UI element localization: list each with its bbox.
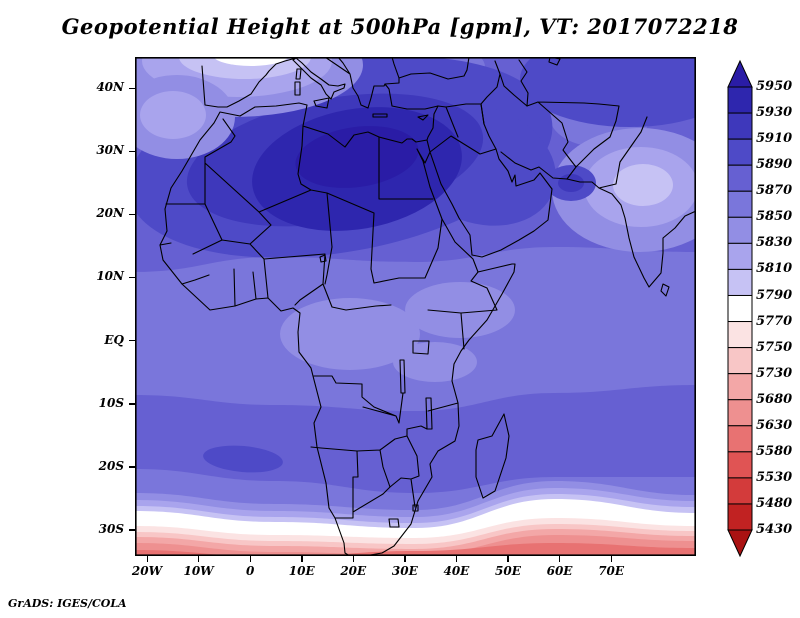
y-axis-tick [129, 151, 135, 152]
y-axis-label: 10N [58, 269, 124, 283]
y-axis-label: 20S [58, 459, 124, 473]
chart-title: Geopotential Height at 500hPa [gpm], VT:… [0, 14, 800, 39]
colorbar-segment [728, 374, 752, 400]
x-axis-label: 70E [585, 564, 637, 578]
x-axis-label: 30E [379, 564, 431, 578]
colorbar-level-label: 5870 [756, 183, 792, 198]
grads-plot-page: Geopotential Height at 500hPa [gpm], VT:… [0, 0, 800, 618]
colorbar-segment [728, 322, 752, 348]
y-axis-tick [129, 403, 135, 404]
colorbar-level-label: 5850 [756, 209, 792, 224]
y-axis-label: 30S [58, 522, 124, 536]
colorbar-segment [728, 478, 752, 504]
x-axis-label: 20E [327, 564, 379, 578]
colorbar-top-arrow [728, 61, 752, 87]
x-axis-label: 40E [430, 564, 482, 578]
x-axis-tick [507, 556, 508, 562]
x-axis-tick [611, 556, 612, 562]
colorbar-level-label: 5910 [756, 131, 792, 146]
contour-region-s6 [405, 282, 515, 338]
colorbar-segment [728, 504, 752, 530]
y-axis-label: 20N [58, 206, 124, 220]
x-axis-label: 10E [276, 564, 328, 578]
colorbar-segment [728, 87, 752, 113]
colorbar-segment [728, 295, 752, 321]
y-axis-tick [129, 340, 135, 341]
y-axis-tick [129, 466, 135, 467]
colorbar-segment [728, 269, 752, 295]
y-axis-label: EQ [58, 333, 124, 347]
colorbar-level-label: 5630 [756, 418, 792, 433]
colorbar-segment [728, 113, 752, 139]
x-axis-tick [301, 556, 302, 562]
colorbar-level-label: 5930 [756, 105, 792, 120]
contour-region-s8 [613, 164, 673, 206]
y-axis-tick [129, 88, 135, 89]
y-axis-tick [129, 529, 135, 530]
colorbar-segment [728, 426, 752, 452]
colorbar-level-label: 5430 [756, 522, 792, 537]
x-axis-tick [559, 556, 560, 562]
colorbar-bottom-arrow [728, 530, 752, 556]
colorbar-segment [728, 243, 752, 269]
colorbar-segment [728, 217, 752, 243]
x-axis-label: 60E [534, 564, 586, 578]
contour-map [135, 57, 696, 556]
y-axis-label: 10S [58, 396, 124, 410]
colorbar-level-label: 5480 [756, 496, 792, 511]
y-axis-label: 40N [58, 80, 124, 94]
x-axis-label: 10W [173, 564, 225, 578]
y-axis-label: 30N [58, 143, 124, 157]
x-axis-tick [456, 556, 457, 562]
colorbar-level-label: 5750 [756, 340, 792, 355]
colorbar-segment [728, 452, 752, 478]
colorbar-level-label: 5890 [756, 157, 792, 172]
x-axis-tick [198, 556, 199, 562]
colorbar-segment [728, 348, 752, 374]
x-axis-label: 0 [224, 564, 276, 578]
colorbar-level-label: 5530 [756, 470, 792, 485]
x-axis-tick [353, 556, 354, 562]
x-axis-label: 20W [121, 564, 173, 578]
colorbar-segment [728, 165, 752, 191]
x-axis-label: 50E [482, 564, 534, 578]
colorbar-level-label: 5790 [756, 288, 792, 303]
x-axis-tick [250, 556, 251, 562]
colorbar-level-label: 5810 [756, 261, 792, 276]
colorbar-level-label: 5770 [756, 314, 792, 329]
y-axis-tick [129, 277, 135, 278]
colorbar-segment [728, 400, 752, 426]
colorbar-level-label: 5950 [756, 79, 792, 94]
colorbar-level-label: 5680 [756, 392, 792, 407]
x-axis-tick [404, 556, 405, 562]
colorbar-level-label: 5730 [756, 366, 792, 381]
colorbar-level-label: 5580 [756, 444, 792, 459]
contour-region-s7 [140, 91, 206, 139]
y-axis-tick [129, 214, 135, 215]
grads-credit: GrADS: IGES/COLA [8, 597, 127, 610]
colorbar-segment [728, 191, 752, 217]
colorbar-segment [728, 139, 752, 165]
map-plot-area [135, 57, 696, 556]
x-axis-tick [147, 556, 148, 562]
colorbar-level-label: 5830 [756, 235, 792, 250]
contour-region-s2 [558, 174, 584, 192]
